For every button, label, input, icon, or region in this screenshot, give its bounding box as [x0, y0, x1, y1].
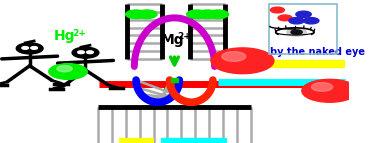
- Circle shape: [287, 28, 306, 36]
- Circle shape: [87, 51, 93, 54]
- Circle shape: [22, 47, 29, 49]
- Circle shape: [302, 79, 358, 102]
- Bar: [269, 4, 337, 54]
- Text: Mg: Mg: [161, 33, 184, 47]
- Text: by the naked eye: by the naked eye: [270, 47, 366, 57]
- Circle shape: [222, 52, 246, 61]
- Circle shape: [136, 10, 157, 19]
- Circle shape: [16, 43, 43, 54]
- Circle shape: [77, 51, 84, 54]
- Circle shape: [31, 47, 37, 49]
- Text: 2+: 2+: [177, 32, 191, 41]
- Circle shape: [49, 64, 87, 79]
- Text: rA: rA: [163, 85, 179, 98]
- Circle shape: [289, 18, 304, 24]
- Circle shape: [187, 10, 208, 19]
- Circle shape: [208, 10, 229, 19]
- Circle shape: [211, 48, 274, 74]
- Circle shape: [270, 7, 284, 13]
- Circle shape: [296, 11, 311, 17]
- Circle shape: [125, 10, 147, 19]
- Circle shape: [311, 83, 333, 91]
- Circle shape: [72, 47, 99, 58]
- Circle shape: [197, 10, 218, 19]
- Circle shape: [291, 30, 302, 34]
- Bar: [171, 78, 178, 82]
- Circle shape: [278, 15, 292, 21]
- Text: Hg: Hg: [54, 29, 76, 43]
- Circle shape: [57, 65, 72, 72]
- Text: 2+: 2+: [72, 29, 86, 38]
- Circle shape: [304, 18, 319, 24]
